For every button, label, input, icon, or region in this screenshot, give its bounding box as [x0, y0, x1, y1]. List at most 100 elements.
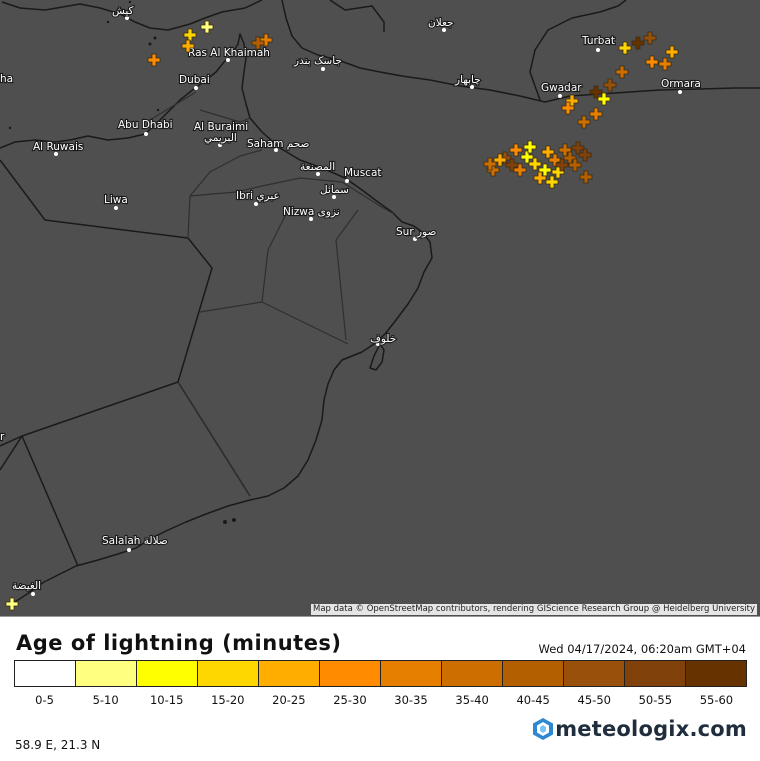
- lightning-strike: [603, 78, 617, 92]
- scale-swatch-25-30: [320, 661, 381, 686]
- map-timestamp: Wed 04/17/2024, 06:20am GMT+04: [538, 642, 747, 656]
- scale-label-15-20: 15-20: [211, 693, 245, 707]
- city-label-ibri: Ibri عبري: [236, 190, 280, 202]
- scale-label-55-60: 55-60: [699, 693, 734, 707]
- scale-label-40-45: 40-45: [516, 693, 550, 707]
- admin-border-6: [177, 381, 251, 497]
- islands: [8, 0, 236, 524]
- city-saham[interactable]: Saham صحم: [246, 137, 311, 152]
- city-gwadar[interactable]: Gwadar: [540, 81, 583, 98]
- city-alruwais[interactable]: Al Ruwais: [32, 140, 84, 156]
- city-nizwa[interactable]: Nizwa نزوى: [282, 205, 341, 221]
- uae-coastline: [0, 33, 251, 149]
- iran-coastline: [1, 0, 263, 31]
- lightning-strike: [181, 39, 195, 53]
- lightning-strike: [147, 53, 161, 67]
- city-label-suwaiq: المصنعة: [300, 161, 335, 173]
- lightning-strike: [486, 163, 500, 177]
- cursor-coordinates: 58.9 E, 21.3 N: [15, 738, 101, 752]
- lightning-strike: [589, 107, 603, 121]
- city-label-chabahar: چابهار: [454, 74, 481, 86]
- admin-border-8: [149, 91, 197, 121]
- admin-border-5: [335, 209, 359, 341]
- scale-swatch-0-5: [15, 661, 76, 686]
- brand[interactable]: meteologix.com: [531, 717, 747, 741]
- admin-borders: [149, 91, 395, 497]
- scale-label-20-25: 20-25: [272, 693, 306, 707]
- city-jalan[interactable]: جعلان: [427, 16, 455, 32]
- legend-title: Age of lightning (minutes): [16, 631, 342, 655]
- lightning-strike: [523, 140, 537, 154]
- lightning-strike: [200, 20, 214, 34]
- city-label-abudhabi: Abu Dhabi: [118, 119, 173, 131]
- lightning-strike: [631, 36, 645, 50]
- city-sur[interactable]: Sur صور: [395, 225, 438, 241]
- city-bandar-jask[interactable]: جاسک بندر: [292, 54, 343, 71]
- city-label-sur: Sur صور: [396, 226, 436, 238]
- city-chabahar[interactable]: چابهار: [453, 73, 482, 89]
- city-turbat[interactable]: Turbat: [580, 34, 616, 52]
- lightning-strike: [658, 57, 672, 71]
- lightning-strike: [509, 143, 523, 157]
- city-khalouf[interactable]: خلوف: [369, 332, 397, 346]
- border-yemen-west: [0, 435, 23, 471]
- city-rak[interactable]: Ras Al Khaimah: [187, 46, 271, 62]
- scale-label-45-50: 45-50: [577, 693, 611, 707]
- admin-border-3: [199, 205, 291, 313]
- city-label-ormara: Ormara: [661, 78, 701, 90]
- scale-swatch-35-40: [442, 661, 503, 686]
- scale-swatch-15-20: [198, 661, 259, 686]
- lightning-strike: [528, 157, 542, 171]
- scale-label-0-5: 0-5: [35, 693, 54, 707]
- admin-border-4: [261, 301, 349, 345]
- city-dubai[interactable]: Dubai: [178, 73, 211, 90]
- lightning-strike: [578, 148, 592, 162]
- city-label-dubai: Dubai: [179, 74, 210, 86]
- scale-swatch-55-60: [686, 661, 746, 686]
- lightning-strike: [555, 158, 569, 172]
- city-label-kish: کیش: [112, 5, 134, 17]
- city-abudhabi[interactable]: Abu Dhabi: [117, 118, 174, 136]
- lightning-strike: [513, 163, 527, 177]
- scale-swatch-10-15: [137, 661, 198, 686]
- city-label-turbat: Turbat: [581, 35, 615, 47]
- city-suwaiq[interactable]: المصنعة: [299, 160, 336, 176]
- legend-panel: Age of lightning (minutes) Wed 04/17/202…: [0, 616, 760, 761]
- lightning-strike: [579, 170, 593, 184]
- scale-label-50-55: 50-55: [638, 693, 673, 707]
- city-label-alruwais: Al Ruwais: [33, 141, 83, 153]
- city-label-edge-r: r: [0, 431, 5, 443]
- lightning-strike: [561, 101, 575, 115]
- lightning-strike: [533, 171, 547, 185]
- city-samail[interactable]: سمائل: [319, 183, 350, 199]
- city-label-alburaimi: Al Buraimi: [194, 121, 248, 133]
- city-ormara[interactable]: Ormara: [660, 77, 702, 94]
- city-label-salalah: Salalah صلالة: [102, 535, 168, 547]
- city-salalah[interactable]: Salalah صلالة: [101, 534, 169, 552]
- iran-pakistan-border: [529, 0, 627, 101]
- meteologix-logo-icon: [533, 718, 554, 740]
- scale-label-30-35: 30-35: [394, 693, 428, 707]
- lightning-strike: [251, 36, 265, 50]
- lightning-strike: [589, 85, 603, 99]
- city-muscat[interactable]: Muscat: [343, 166, 383, 183]
- city-alghaydah[interactable]: الغيضة: [11, 579, 42, 596]
- sea-areas: [0, 0, 760, 616]
- city-liwa[interactable]: Liwa: [103, 193, 129, 210]
- city-label-edge-ha: ha: [0, 73, 13, 85]
- scale-swatch-5-10: [76, 661, 137, 686]
- city-label-saham: Saham صحم: [247, 138, 310, 150]
- color-scale-labels: 0-5 5-10 10-15 15-20 20-25 25-30 30-35 35-40 40-…: [14, 693, 747, 707]
- lightning-strike: [665, 45, 679, 59]
- lightning-strike: [568, 158, 582, 172]
- city-ibri[interactable]: Ibri عبري: [235, 189, 281, 206]
- iran-inland-line: [329, 0, 385, 32]
- city-label-muscat: Muscat: [344, 167, 382, 179]
- admin-border-1: [187, 149, 263, 239]
- city-kish[interactable]: کیش: [111, 4, 135, 20]
- map-attribution[interactable]: Map data © OpenStreetMap contributors, r…: [311, 604, 757, 615]
- scale-label-35-40: 35-40: [455, 693, 489, 707]
- lightning-map[interactable]: کیش Ras Al Khaimah Dubai Abu Dhabi Al Bu…: [0, 0, 760, 616]
- city-label-alghaydah: الغيضة: [12, 580, 41, 592]
